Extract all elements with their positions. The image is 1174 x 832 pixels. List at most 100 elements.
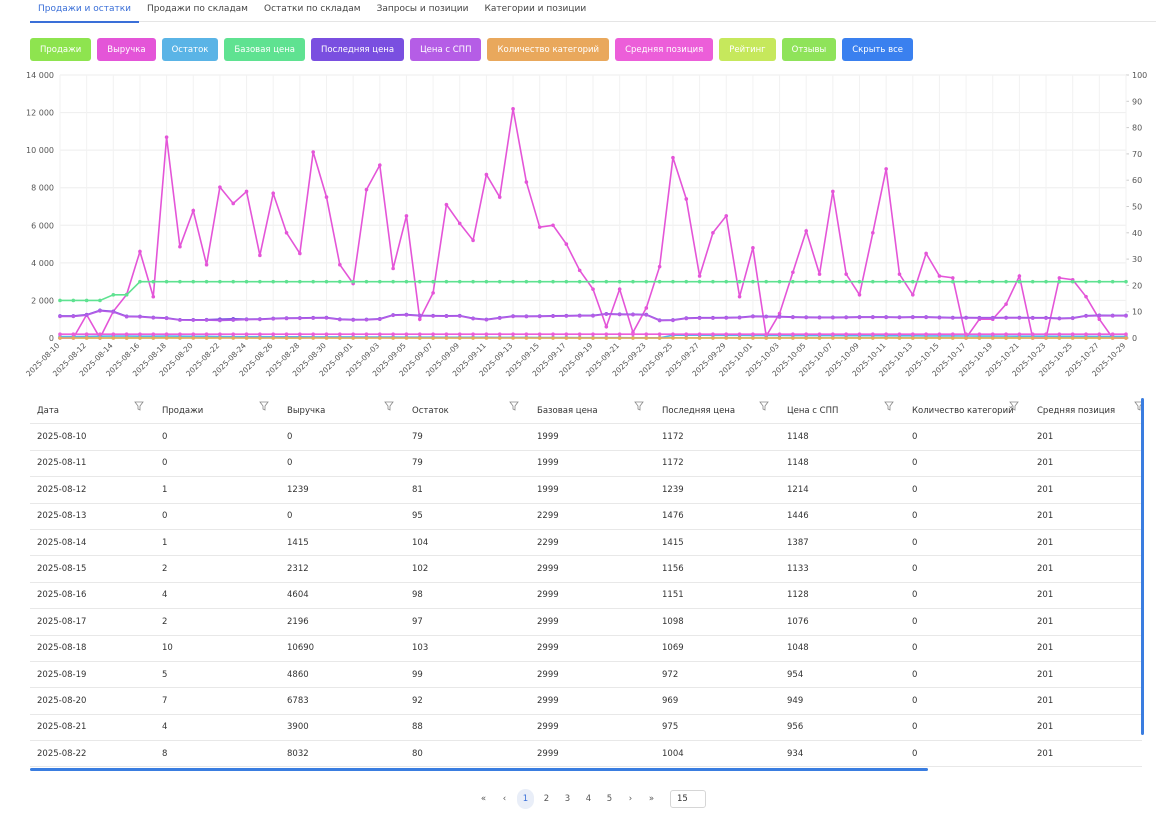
data-point bbox=[551, 223, 555, 228]
data-point bbox=[524, 332, 529, 337]
data-point bbox=[524, 314, 529, 319]
data-point bbox=[311, 150, 315, 154]
series-toggle[interactable]: Продажи bbox=[30, 38, 92, 61]
data-point bbox=[631, 312, 635, 317]
column-header[interactable]: Количество категорий bbox=[905, 401, 1030, 416]
page-button[interactable]: 2 bbox=[543, 794, 550, 804]
data-point bbox=[1070, 332, 1075, 337]
toggle[interactable]: Рейтинг bbox=[719, 38, 776, 61]
series-toggle[interactable]: Цена с СПП bbox=[410, 38, 482, 61]
table-cell: 201 bbox=[1037, 669, 1054, 680]
table-cell: 2196 bbox=[287, 616, 309, 627]
data-point bbox=[244, 279, 249, 284]
data-point bbox=[218, 332, 222, 337]
data-point bbox=[924, 251, 928, 256]
table-cell: 201 bbox=[1037, 616, 1054, 627]
table-cell: 81 bbox=[412, 484, 423, 495]
data-point bbox=[1110, 314, 1115, 318]
series-toggle[interactable]: Средняя позиция bbox=[615, 38, 714, 61]
data-point bbox=[138, 279, 142, 284]
vertical-scrollbar[interactable] bbox=[1141, 398, 1144, 735]
table-cell: 1128 bbox=[787, 590, 809, 601]
filter-icon[interactable] bbox=[1009, 401, 1019, 411]
last-page[interactable]: » bbox=[648, 794, 655, 804]
toggle[interactable]: Отзывы bbox=[781, 38, 837, 61]
data-point bbox=[431, 279, 435, 284]
data-point bbox=[697, 274, 702, 278]
column-header[interactable]: Последняя цена bbox=[655, 401, 780, 416]
data-point bbox=[537, 336, 542, 340]
column-header[interactable]: Средняя позиция bbox=[1030, 401, 1142, 416]
data-point bbox=[1097, 336, 1102, 340]
data-point bbox=[511, 332, 515, 337]
data-point bbox=[964, 332, 968, 337]
data-point bbox=[244, 189, 249, 194]
table-cell: 956 bbox=[787, 722, 804, 733]
series-toggle[interactable]: Остаток bbox=[161, 38, 219, 61]
table-cell: 1415 bbox=[662, 537, 684, 548]
data-point bbox=[151, 294, 156, 299]
data-point bbox=[604, 332, 609, 337]
data-point bbox=[697, 316, 702, 320]
page-size: 15 bbox=[677, 794, 688, 804]
table-cell: 201 bbox=[1037, 537, 1054, 548]
data-point bbox=[431, 332, 435, 337]
next-page[interactable]: › bbox=[628, 794, 633, 804]
toggle[interactable]: Скрыть все bbox=[842, 38, 913, 61]
data-point bbox=[511, 279, 515, 284]
tab[interactable]: Продажи по складам bbox=[147, 4, 248, 14]
data-point bbox=[737, 336, 742, 340]
prev-page[interactable]: ‹ bbox=[502, 794, 507, 804]
data-point bbox=[124, 336, 129, 340]
filter-icon[interactable] bbox=[134, 401, 144, 411]
tab[interactable]: Продажи и остатки bbox=[30, 0, 139, 23]
table-cell: 0 bbox=[912, 669, 918, 680]
data-point bbox=[990, 336, 995, 340]
y2-tick-label: 90 bbox=[1132, 97, 1142, 106]
column-header[interactable]: Остаток bbox=[405, 401, 530, 416]
filter-icon[interactable] bbox=[259, 401, 269, 411]
series-toggle[interactable]: Базовая цена bbox=[224, 38, 305, 61]
filter-icon[interactable] bbox=[1134, 401, 1142, 411]
column-header[interactable]: Выручка bbox=[280, 401, 405, 416]
data-point bbox=[604, 324, 609, 329]
data-point bbox=[284, 336, 289, 340]
page-button[interactable]: 3 bbox=[564, 794, 571, 804]
page-button[interactable]: 1 bbox=[517, 789, 534, 809]
data-point bbox=[244, 332, 249, 337]
column-header[interactable]: Цена с СПП bbox=[780, 401, 905, 416]
data-point bbox=[1017, 336, 1022, 340]
series-toggle[interactable]: Выручка bbox=[97, 38, 156, 61]
tab[interactable]: Остатки по складам bbox=[263, 4, 361, 14]
column-header[interactable]: Дата bbox=[30, 401, 155, 416]
horizontal-scrollbar[interactable] bbox=[30, 768, 928, 771]
table-cell: 1004 bbox=[662, 748, 684, 759]
filter-icon[interactable] bbox=[384, 401, 394, 411]
data-point bbox=[218, 279, 222, 284]
table-cell: 2 bbox=[162, 564, 168, 575]
tab[interactable]: Категории и позиции bbox=[484, 4, 587, 14]
page-button[interactable]: 5 bbox=[606, 794, 613, 804]
data-point bbox=[711, 279, 715, 284]
table-cell: 7 bbox=[162, 695, 168, 706]
filter-icon[interactable] bbox=[634, 401, 644, 411]
data-point bbox=[657, 332, 662, 337]
filter-icon[interactable] bbox=[884, 401, 894, 411]
data-point bbox=[111, 310, 116, 314]
table-cell: 2025-08-21 bbox=[37, 722, 87, 733]
page-button[interactable]: 4 bbox=[585, 794, 592, 804]
first-page[interactable]: « bbox=[480, 794, 487, 804]
filter-icon[interactable] bbox=[509, 401, 519, 411]
data-point bbox=[204, 262, 209, 267]
tab[interactable]: Запросы и позиции bbox=[376, 4, 469, 14]
data-point bbox=[497, 332, 502, 337]
column-header[interactable]: Продажи bbox=[155, 401, 280, 416]
data-point bbox=[831, 189, 835, 194]
series-toggle[interactable]: Последняя цена bbox=[311, 38, 405, 61]
series-toggle[interactable]: Количество категорий bbox=[487, 38, 610, 61]
data-point bbox=[471, 332, 475, 337]
filter-icon[interactable] bbox=[759, 401, 769, 411]
page-size-select[interactable]: 15 bbox=[670, 790, 706, 808]
column-header[interactable]: Базовая цена bbox=[530, 401, 655, 416]
data-point bbox=[404, 279, 409, 284]
